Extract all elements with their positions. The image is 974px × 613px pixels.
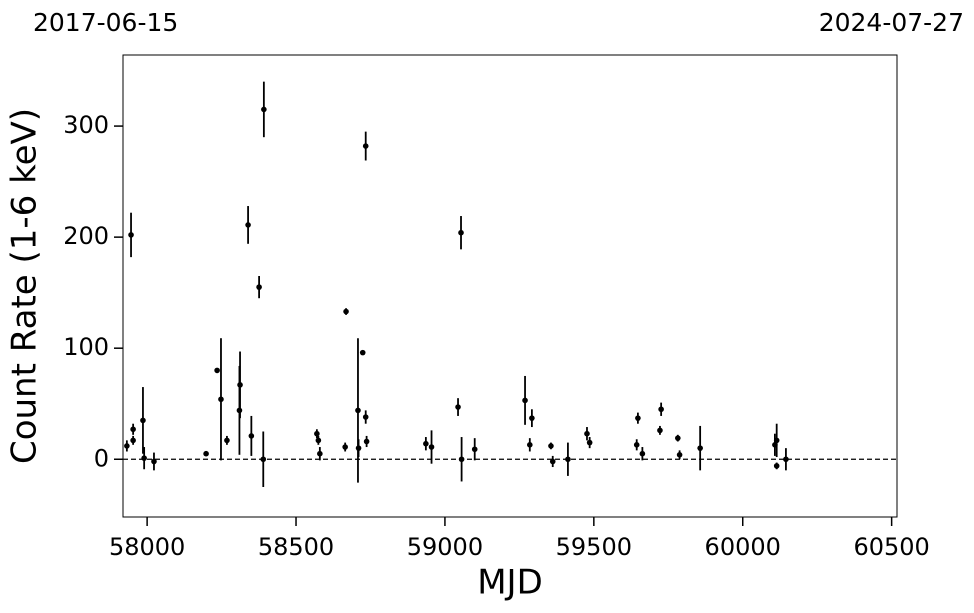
data-point — [359, 349, 366, 356]
x-tick-label: 59500 — [556, 533, 632, 561]
data-point — [260, 456, 267, 463]
data-point — [633, 442, 640, 448]
data-point — [522, 397, 528, 404]
data-point — [773, 437, 780, 444]
plot-frame — [122, 54, 898, 518]
data-point — [128, 232, 134, 238]
x-axis-label: MJD — [477, 563, 543, 603]
data-point — [657, 427, 663, 434]
data-point — [140, 417, 146, 424]
x-tick-label: 59000 — [407, 533, 483, 561]
data-point — [256, 284, 262, 290]
data-point — [130, 437, 136, 444]
data-point — [428, 444, 435, 450]
y-tick-label: 100 — [63, 333, 109, 361]
data-point — [315, 437, 322, 444]
data-point — [130, 426, 136, 433]
data-point — [458, 229, 464, 236]
y-tick-label: 300 — [63, 111, 109, 139]
start-date: 2017-06-15 — [33, 8, 178, 37]
data-point — [362, 143, 369, 149]
data-point — [458, 456, 465, 463]
data-point — [773, 463, 780, 469]
y-tick-label: 200 — [63, 222, 109, 250]
data-point — [455, 404, 461, 410]
data-point — [224, 437, 230, 444]
data-point — [639, 450, 646, 457]
data-point — [658, 406, 664, 413]
data-point — [783, 456, 789, 463]
data-point — [245, 222, 251, 228]
data-point — [549, 458, 556, 465]
x-tick-label: 58500 — [258, 533, 334, 561]
y-axis-label: Count Rate (1-6 keV) — [5, 108, 45, 464]
data-point — [471, 446, 478, 453]
x-tick-label: 58000 — [109, 533, 185, 561]
data-point — [248, 433, 255, 439]
data-point — [355, 407, 361, 414]
x-tick-label: 60500 — [853, 533, 929, 561]
data-point — [314, 430, 320, 437]
data-point — [151, 458, 157, 465]
data-point — [675, 435, 681, 441]
x-tick-label: 60000 — [705, 533, 781, 561]
data-point — [586, 439, 593, 446]
data-point — [218, 396, 224, 403]
data-point — [343, 308, 349, 315]
data-point — [565, 456, 571, 463]
y-tick-label: 0 — [94, 444, 109, 472]
data-point — [362, 414, 369, 420]
data-point — [214, 367, 220, 374]
data-point — [236, 407, 243, 414]
end-date: 2024-07-27 — [819, 8, 964, 37]
data-point — [342, 444, 348, 450]
data-point — [363, 438, 370, 445]
data-point — [527, 442, 533, 448]
data-point — [141, 455, 147, 461]
data-point — [635, 415, 641, 421]
data-point — [676, 452, 683, 458]
data-point — [423, 440, 429, 447]
data-point — [261, 106, 267, 113]
data-point — [529, 415, 535, 421]
data-point — [697, 445, 703, 451]
data-point — [317, 450, 323, 457]
data-point — [584, 430, 590, 437]
data-point — [203, 450, 209, 457]
data-point — [124, 443, 130, 449]
data-point — [548, 443, 554, 449]
